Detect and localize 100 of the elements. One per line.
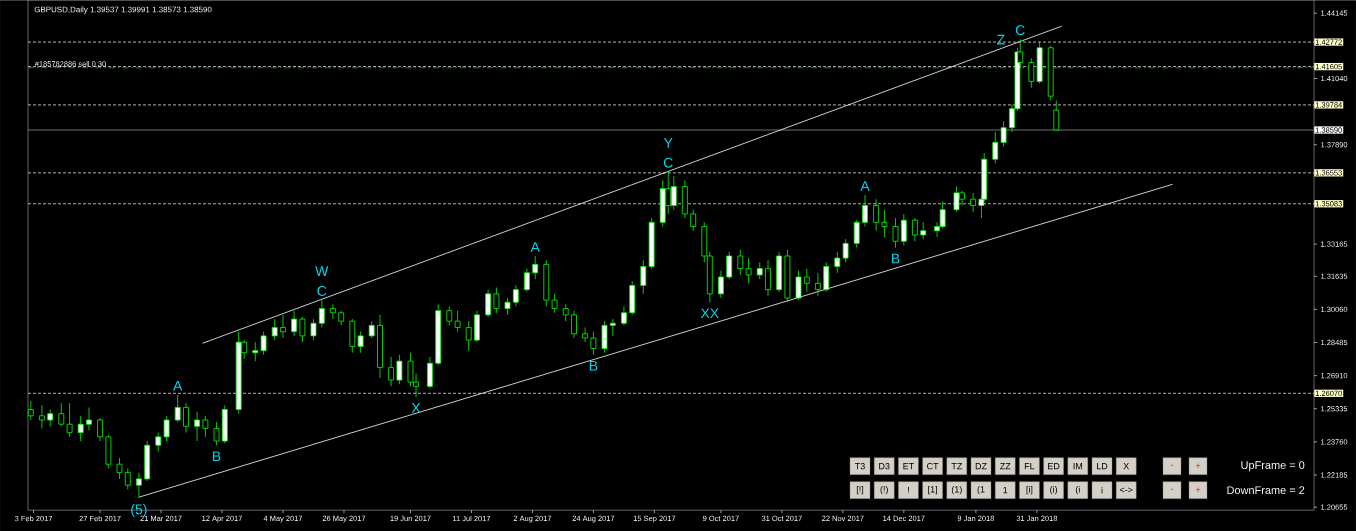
candlestick (601, 320, 608, 354)
candlestick (202, 415, 209, 438)
annotation: X (1123, 463, 1130, 470)
candlestick (388, 356, 394, 387)
candlestick (105, 434, 112, 469)
candlestick (815, 272, 821, 297)
annotation: D3 (879, 462, 890, 470)
annotation: - (1170, 488, 1174, 490)
candlestick (532, 255, 539, 280)
candlestick (47, 409, 54, 427)
candlestick (992, 131, 999, 164)
annotation: B (212, 451, 221, 461)
annotation: [i] (1026, 485, 1033, 495)
annotation: + (1195, 487, 1201, 492)
annotation: (1) (951, 485, 962, 495)
candlestick (504, 297, 511, 316)
candlestick (756, 261, 763, 280)
candlestick (194, 411, 200, 442)
annotation: UpFrame = 0 (1241, 461, 1305, 472)
annotation: <-> (1119, 487, 1133, 493)
candlestick (299, 316, 306, 343)
candlestick (842, 238, 849, 263)
annotation: W (315, 266, 329, 276)
candlestick (582, 326, 588, 343)
candlestick (900, 213, 907, 246)
candlestick (252, 341, 259, 362)
candlestick (1000, 120, 1007, 147)
candlestick (155, 432, 162, 452)
annotation: A (860, 181, 870, 191)
annotation: B (892, 253, 900, 264)
candlestick (834, 251, 841, 274)
candlestick (66, 402, 73, 438)
candlestick (590, 331, 597, 356)
annotation: B (589, 360, 598, 371)
candlestick (803, 268, 810, 293)
candlestick (77, 415, 84, 442)
candlestick (271, 318, 278, 341)
annotation: A (530, 242, 540, 252)
candlestick (609, 318, 616, 337)
annotation: ZZ (1000, 463, 1011, 470)
candlestick (765, 259, 771, 297)
candlestick (823, 261, 830, 293)
candlestick (97, 417, 103, 442)
candlestick (183, 402, 189, 433)
candlestick (1047, 45, 1054, 101)
candlestick (485, 289, 491, 318)
annotation: ET (903, 463, 914, 470)
candlestick (737, 249, 744, 276)
candlestick (116, 457, 123, 480)
annotation: IM (1073, 463, 1083, 470)
candlestick (629, 280, 636, 316)
candlestick (213, 421, 220, 446)
annotation: (1 (977, 485, 985, 495)
candlestick (912, 217, 918, 242)
annotation: XX (700, 308, 719, 318)
candlestick (512, 284, 519, 307)
candlestick (920, 221, 927, 240)
candlestick (562, 303, 569, 322)
candlestick (1028, 57, 1035, 89)
candlestick (571, 310, 577, 339)
candlestick (873, 198, 880, 232)
annotation: T3 (854, 462, 865, 470)
candlestick (349, 318, 356, 354)
annotation: (i) (1050, 485, 1058, 495)
candlestick (621, 305, 627, 326)
candlestick (357, 331, 364, 354)
candlestick (681, 179, 688, 219)
candlestick (524, 268, 530, 293)
candlestick (86, 406, 92, 431)
annotation: [!] (856, 485, 864, 495)
candlestick (291, 310, 297, 337)
annotation: - (1170, 464, 1174, 466)
candlestick (745, 257, 752, 284)
annotation: Z (997, 34, 1005, 45)
annotation: CT (927, 462, 939, 470)
candlestick (465, 320, 472, 351)
candlestick (338, 310, 345, 326)
candlestick (260, 331, 267, 356)
annotation: (!) (880, 485, 888, 495)
annotation: A (173, 380, 183, 391)
candlestick (377, 314, 383, 379)
candlestick (280, 314, 286, 339)
candlestick (163, 415, 170, 442)
annotation: LD (1097, 463, 1108, 470)
candlestick (446, 305, 453, 326)
candlestick (853, 219, 860, 248)
candlestick (718, 270, 724, 299)
annotation: 1 (1003, 487, 1008, 494)
annotation: (i (1075, 485, 1080, 495)
annotation: Y (663, 137, 673, 148)
annotation: i (1101, 486, 1103, 494)
candlestick (329, 303, 336, 320)
annotation: [1] (928, 485, 937, 495)
annotation: C (317, 285, 327, 296)
annotation: ED (1048, 463, 1060, 470)
annotation: ! (907, 487, 909, 494)
annotation: FL (1024, 463, 1035, 470)
candlestick (776, 251, 782, 293)
annotation: X (411, 402, 421, 413)
annotation: + (1195, 463, 1201, 468)
